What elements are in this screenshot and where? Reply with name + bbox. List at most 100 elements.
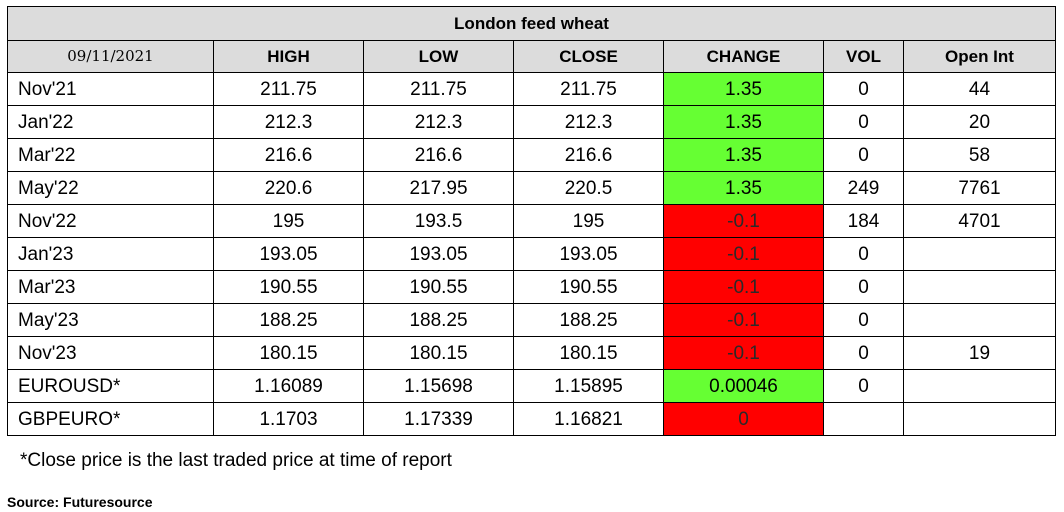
source-note: Source: Futuresource (7, 494, 153, 510)
vol-cell: 0 (823, 303, 904, 337)
close-cell: 188.25 (513, 303, 664, 337)
close-cell: 1.15895 (513, 369, 664, 403)
high-cell: 220.6 (213, 171, 364, 205)
high-cell: 190.55 (213, 270, 364, 304)
change-cell: -0.1 (663, 270, 824, 304)
vol-cell: 0 (823, 369, 904, 403)
change-cell: 1.35 (663, 138, 824, 172)
table-row: Nov'21 211.75 211.75 211.75 1.35 0 44 (7, 72, 1056, 106)
contract-cell: Jan'22 (7, 105, 214, 139)
contract-cell: Nov'22 (7, 204, 214, 238)
close-cell: 190.55 (513, 270, 664, 304)
change-cell: -0.1 (663, 237, 824, 271)
close-cell: 216.6 (513, 138, 664, 172)
contract-cell: Mar'23 (7, 270, 214, 304)
contract-cell: GBPEURO* (7, 402, 214, 436)
vol-cell (823, 402, 904, 436)
vol-cell: 249 (823, 171, 904, 205)
open-int-cell: 4701 (903, 204, 1056, 238)
open-int-cell (903, 270, 1056, 304)
vol-cell: 0 (823, 138, 904, 172)
close-cell: 220.5 (513, 171, 664, 205)
close-cell: 195 (513, 204, 664, 238)
low-cell: 211.75 (363, 72, 514, 106)
vol-cell: 0 (823, 72, 904, 106)
low-cell: 190.55 (363, 270, 514, 304)
low-cell: 1.17339 (363, 402, 514, 436)
high-cell: 211.75 (213, 72, 364, 106)
low-cell: 217.95 (363, 171, 514, 205)
table-row: May'22 220.6 217.95 220.5 1.35 249 7761 (7, 171, 1056, 205)
low-cell: 212.3 (363, 105, 514, 139)
price-table: London feed wheat 09/11/2021 HIGH LOW CL… (7, 6, 1056, 436)
table-row: Nov'23 180.15 180.15 180.15 -0.1 0 19 (7, 336, 1056, 370)
change-cell: -0.1 (663, 336, 824, 370)
header-close: CLOSE (513, 40, 664, 73)
high-cell: 1.1703 (213, 402, 364, 436)
low-cell: 180.15 (363, 336, 514, 370)
change-cell: 1.35 (663, 171, 824, 205)
close-cell: 211.75 (513, 72, 664, 106)
open-int-cell: 44 (903, 72, 1056, 106)
low-cell: 1.15698 (363, 369, 514, 403)
open-int-cell: 19 (903, 336, 1056, 370)
table-row: Mar'22 216.6 216.6 216.6 1.35 0 58 (7, 138, 1056, 172)
open-int-cell: 58 (903, 138, 1056, 172)
change-cell: 0 (663, 402, 824, 436)
open-int-cell (903, 303, 1056, 337)
table-title: London feed wheat (7, 6, 1056, 41)
high-cell: 188.25 (213, 303, 364, 337)
high-cell: 193.05 (213, 237, 364, 271)
high-cell: 216.6 (213, 138, 364, 172)
vol-cell: 184 (823, 204, 904, 238)
high-cell: 212.3 (213, 105, 364, 139)
table-row: Mar'23 190.55 190.55 190.55 -0.1 0 (7, 270, 1056, 304)
header-low: LOW (363, 40, 514, 73)
change-cell: -0.1 (663, 204, 824, 238)
change-cell: -0.1 (663, 303, 824, 337)
low-cell: 188.25 (363, 303, 514, 337)
low-cell: 193.05 (363, 237, 514, 271)
open-int-cell (903, 369, 1056, 403)
vol-cell: 0 (823, 270, 904, 304)
contract-cell: Nov'23 (7, 336, 214, 370)
table-row: EUROUSD* 1.16089 1.15698 1.15895 0.00046 0 (7, 369, 1056, 403)
header-row: 09/11/2021 HIGH LOW CLOSE CHANGE VOL Ope… (7, 40, 1056, 73)
vol-cell: 0 (823, 237, 904, 271)
change-cell: 0.00046 (663, 369, 824, 403)
report-date: 09/11/2021 (7, 40, 214, 73)
contract-cell: EUROUSD* (7, 369, 214, 403)
contract-cell: May'22 (7, 171, 214, 205)
contract-cell: Jan'23 (7, 237, 214, 271)
open-int-cell: 20 (903, 105, 1056, 139)
close-cell: 193.05 (513, 237, 664, 271)
header-open-int: Open Int (903, 40, 1056, 73)
high-cell: 195 (213, 204, 364, 238)
footnote: *Close price is the last traded price at… (20, 450, 452, 471)
open-int-cell (903, 402, 1056, 436)
open-int-cell: 7761 (903, 171, 1056, 205)
table-row: Jan'22 212.3 212.3 212.3 1.35 0 20 (7, 105, 1056, 139)
header-vol: VOL (823, 40, 904, 73)
close-cell: 212.3 (513, 105, 664, 139)
contract-cell: May'23 (7, 303, 214, 337)
low-cell: 216.6 (363, 138, 514, 172)
low-cell: 193.5 (363, 204, 514, 238)
change-cell: 1.35 (663, 72, 824, 106)
table-row: GBPEURO* 1.1703 1.17339 1.16821 0 (7, 402, 1056, 436)
vol-cell: 0 (823, 336, 904, 370)
high-cell: 180.15 (213, 336, 364, 370)
contract-cell: Mar'22 (7, 138, 214, 172)
table-row: Jan'23 193.05 193.05 193.05 -0.1 0 (7, 237, 1056, 271)
open-int-cell (903, 237, 1056, 271)
header-high: HIGH (213, 40, 364, 73)
contract-cell: Nov'21 (7, 72, 214, 106)
table-row: Nov'22 195 193.5 195 -0.1 184 4701 (7, 204, 1056, 238)
close-cell: 1.16821 (513, 402, 664, 436)
header-change: CHANGE (663, 40, 824, 73)
change-cell: 1.35 (663, 105, 824, 139)
high-cell: 1.16089 (213, 369, 364, 403)
close-cell: 180.15 (513, 336, 664, 370)
vol-cell: 0 (823, 105, 904, 139)
table-row: May'23 188.25 188.25 188.25 -0.1 0 (7, 303, 1056, 337)
